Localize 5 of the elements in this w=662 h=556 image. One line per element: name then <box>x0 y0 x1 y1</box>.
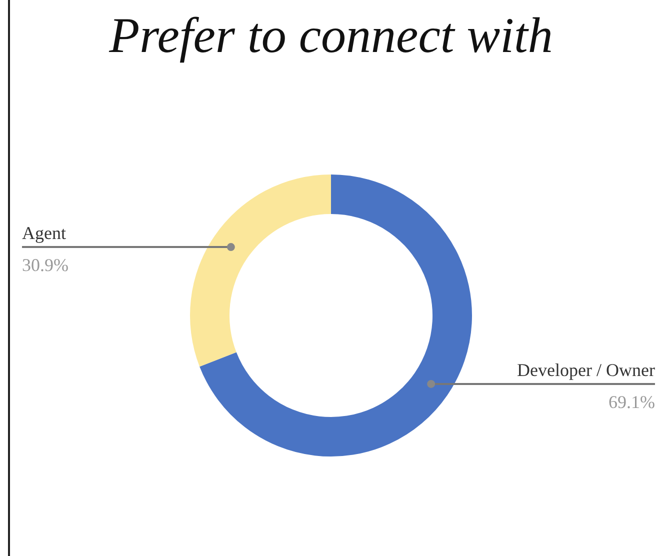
slice-label: Developer / Owner <box>517 360 655 380</box>
slice-label: Agent <box>22 223 66 244</box>
data-label: 30.9% <box>22 255 68 276</box>
chart-title: Prefer to connect with <box>108 6 554 64</box>
data-label: 69.1% <box>608 392 655 412</box>
